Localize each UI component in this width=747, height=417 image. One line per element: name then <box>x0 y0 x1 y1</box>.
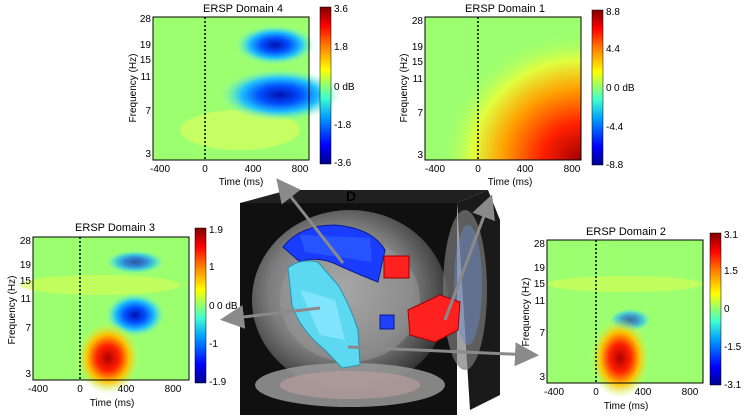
x-axis-label: Time (ms) <box>90 398 135 409</box>
y-tick-label: 15 <box>20 276 32 287</box>
panel-title: ERSP Domain 2 <box>586 226 666 238</box>
ersp-panel-domain1: ERSP Domain 1 Frequency (Hz) 28 19 15 11… <box>399 3 635 188</box>
x-tick-label: -400 <box>150 164 170 175</box>
arrow-to-domain2 <box>347 342 539 367</box>
y-tick-label: 28 <box>534 239 546 250</box>
x-tick-label: -400 <box>544 387 564 398</box>
arrow-to-domain4 <box>276 178 345 264</box>
x-tick-label: 800 <box>682 387 699 398</box>
panel-title: ERSP Domain 3 <box>75 222 155 234</box>
x-axis-label: Time (ms) <box>219 177 264 188</box>
y-tick-label: 19 <box>140 40 152 51</box>
cube-top-face <box>240 190 488 203</box>
y-tick-label: 7 <box>417 108 423 119</box>
x-tick-label: 400 <box>635 387 652 398</box>
colorbar-label: 0 dB <box>334 82 355 93</box>
colorbar <box>709 232 722 386</box>
colorbar-label: -1.9 <box>209 377 227 388</box>
arrow-to-domain1 <box>443 194 495 321</box>
colorbar <box>319 6 332 165</box>
y-tick-label: 28 <box>412 16 424 27</box>
y-tick-label: 15 <box>412 57 424 68</box>
x-tick-label: 0 <box>202 164 208 175</box>
y-tick-label: 3 <box>25 369 31 380</box>
panel-title: ERSP Domain 1 <box>465 3 545 15</box>
colorbar <box>591 9 604 166</box>
y-tick-label: 7 <box>539 328 545 339</box>
x-tick-label: 400 <box>118 384 135 395</box>
colorbar-label: 0 <box>724 304 730 315</box>
ersp-panel-domain4: ERSP Domain 4 Frequency (Hz) 28 19 15 11… <box>128 3 355 188</box>
colorbar-label: 3.1 <box>724 230 738 241</box>
ersp-panel-domain3: ERSP Domain 3 Frequency (Hz) 28 19 15 11… <box>7 222 238 409</box>
y-tick-label: 3 <box>145 149 151 160</box>
colorbar-label: 0 dB <box>614 83 635 94</box>
y-tick-label: 7 <box>145 106 151 117</box>
colorbar-label: 1.9 <box>209 225 223 236</box>
colorbar-label: 0 <box>606 83 612 94</box>
colorbar <box>194 227 207 384</box>
x-tick-label: 800 <box>292 164 309 175</box>
y-tick-label: 11 <box>21 294 32 305</box>
domain1-voxels <box>407 294 461 343</box>
x-tick-label: 800 <box>165 384 182 395</box>
colorbar-label: -1 <box>209 339 218 350</box>
colorbar-label: -1.5 <box>724 342 742 353</box>
x-axis-label: Time (ms) <box>604 401 649 412</box>
colorbar-label: 0 dB <box>217 301 238 312</box>
colorbar-label: 1 <box>209 262 215 273</box>
y-tick-label: 19 <box>20 260 32 271</box>
y-tick-label: 7 <box>25 323 31 334</box>
x-tick-label: 0 <box>77 384 83 395</box>
colorbar-label: -8.8 <box>606 160 624 171</box>
colorbar-label: -4.4 <box>606 122 624 133</box>
colorbar-label: 0 <box>209 301 215 312</box>
y-tick-label: 15 <box>140 55 152 66</box>
y-tick-label: 11 <box>535 296 546 307</box>
y-axis-label: Frequency (Hz) <box>128 54 139 123</box>
colorbar-label: -3.6 <box>334 158 352 169</box>
colorbar-label: 3.6 <box>334 4 348 15</box>
y-axis-label: Frequency (Hz) <box>7 276 18 345</box>
arrows <box>220 178 539 367</box>
x-tick-label: 800 <box>564 164 581 175</box>
arrow-to-domain3 <box>220 304 321 329</box>
y-tick-label: 15 <box>534 279 546 290</box>
y-tick-label: 28 <box>140 14 152 25</box>
colorbar-label: -1.8 <box>334 120 352 131</box>
x-tick-label: -400 <box>425 164 445 175</box>
colorbar-label: 1.5 <box>724 266 738 277</box>
y-axis-label: Frequency (Hz) <box>399 54 410 123</box>
y-tick-label: 11 <box>413 74 424 85</box>
y-axis-label: Frequency (Hz) <box>521 278 532 347</box>
y-tick-label: 19 <box>412 42 424 53</box>
colorbar-label: -3.1 <box>724 380 742 391</box>
x-tick-label: 0 <box>593 387 599 398</box>
domain-small-blue-voxels <box>379 314 395 330</box>
y-tick-label: 19 <box>534 263 546 274</box>
x-tick-label: -400 <box>28 384 48 395</box>
x-axis-label: Time (ms) <box>488 177 533 188</box>
y-tick-label: 3 <box>539 372 545 383</box>
x-tick-label: 0 <box>475 164 481 175</box>
x-tick-label: 400 <box>517 164 534 175</box>
y-tick-label: 11 <box>141 72 152 83</box>
panel-label: D <box>346 188 356 204</box>
x-tick-label: 400 <box>245 164 262 175</box>
colorbar-label: 8.8 <box>606 7 620 18</box>
colorbar-label: 1.8 <box>334 42 348 53</box>
brain-volume <box>240 190 500 415</box>
ersp-panel-domain2: ERSP Domain 2 Frequency (Hz) 28 19 15 11… <box>521 226 742 412</box>
colorbar-label: 4.4 <box>606 44 620 55</box>
y-tick-label: 3 <box>417 150 423 161</box>
panel-title: ERSP Domain 4 <box>203 3 283 15</box>
y-tick-label: 28 <box>20 236 32 247</box>
